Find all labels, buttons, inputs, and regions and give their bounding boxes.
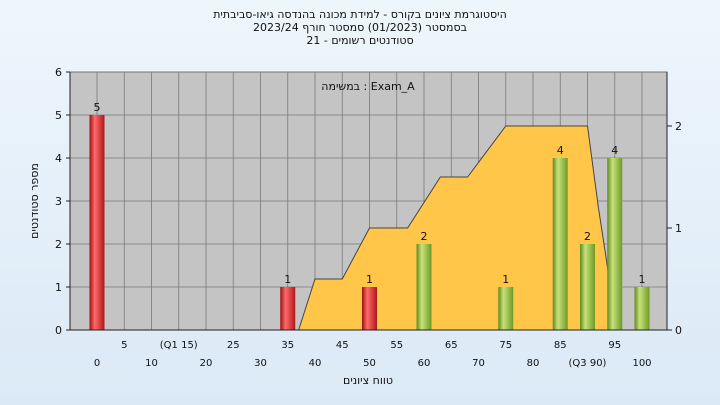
- bar-label-85: 4: [557, 144, 564, 157]
- x-tick-label-lower: 70: [472, 358, 485, 369]
- x-tick-label-lower: 60: [418, 358, 431, 369]
- y-axis-title: מספר סטודנטים: [28, 163, 41, 239]
- area-outline: [298, 125, 616, 331]
- x-tick-label-lower: 50: [363, 358, 376, 369]
- x-tick-label-upper: 65: [445, 340, 458, 351]
- y2-tick-label: 0: [675, 324, 682, 337]
- bar-label-35: 1: [284, 273, 291, 286]
- y2-tick-label: 1: [675, 222, 682, 235]
- title-line-3: סטודנטים רשומים - 21: [306, 34, 414, 47]
- bar-75: [498, 287, 514, 330]
- bar-60: [416, 244, 432, 330]
- bar-label-50: 1: [366, 273, 373, 286]
- bar-label-90: 2: [584, 230, 591, 243]
- y2-tick-label: 2: [675, 120, 682, 133]
- x-tick-label-upper: 5: [121, 340, 127, 351]
- x-tick-label-upper: 45: [336, 340, 349, 351]
- x-tick-label-lower: 40: [309, 358, 322, 369]
- y-tick-label: 4: [55, 152, 62, 165]
- x-tick-label-upper: (Q1 15): [160, 340, 198, 351]
- y-tick-label: 2: [55, 238, 62, 251]
- bar-35: [280, 287, 296, 330]
- x-tick-label-upper: 35: [281, 340, 294, 351]
- x-tick-label-lower: (Q3 90): [569, 358, 607, 369]
- bar-label-0: 5: [94, 101, 101, 114]
- bar-label-100: 1: [639, 273, 646, 286]
- x-tick-label-upper: 85: [554, 340, 567, 351]
- chart-title: היסטוגרמת ציונים בקורס - למידת מכונה בהנ…: [0, 8, 720, 47]
- bar-label-60: 2: [421, 230, 428, 243]
- y-tick-label: 6: [55, 66, 62, 79]
- y-tick-label: 5: [55, 109, 62, 122]
- x-tick-label-upper: 55: [390, 340, 403, 351]
- bar-label-75: 1: [502, 273, 509, 286]
- title-line-1: היסטוגרמת ציונים בקורס - למידת מכונה בהנ…: [213, 8, 507, 21]
- cumulative-area: [298, 125, 616, 331]
- x-tick-label-lower: 30: [254, 358, 267, 369]
- y-tick-label: 0: [55, 324, 62, 337]
- bar-0: [89, 115, 105, 330]
- bar-85: [552, 158, 568, 330]
- x-axis-title: טווח ציונים: [343, 374, 393, 387]
- bar-95: [607, 158, 623, 330]
- bars: 5 1 1 2 1 4 2 4 1: [89, 101, 650, 330]
- x-tick-label-upper: 25: [227, 340, 240, 351]
- area-fill: [298, 126, 615, 330]
- x-tick-label-lower: 100: [632, 358, 651, 369]
- legend-label: במשימה : Exam_A: [321, 80, 415, 93]
- bar-label-95: 4: [611, 144, 618, 157]
- x-tick-label-lower: 20: [200, 358, 213, 369]
- title-line-2: בסמסטר (01/2023) סמסטר חורף 2023/24: [253, 21, 467, 34]
- x-tick-label-upper: 75: [499, 340, 512, 351]
- x-tick-label-upper: 95: [608, 340, 621, 351]
- x-tick-label-lower: 0: [94, 358, 100, 369]
- y-tick-label: 1: [55, 281, 62, 294]
- bar-50: [362, 287, 377, 330]
- y-tick-label: 3: [55, 195, 62, 208]
- bar-90: [580, 244, 595, 330]
- bar-100: [634, 287, 650, 330]
- x-tick-label-lower: 80: [527, 358, 540, 369]
- x-tick-label-lower: 10: [145, 358, 158, 369]
